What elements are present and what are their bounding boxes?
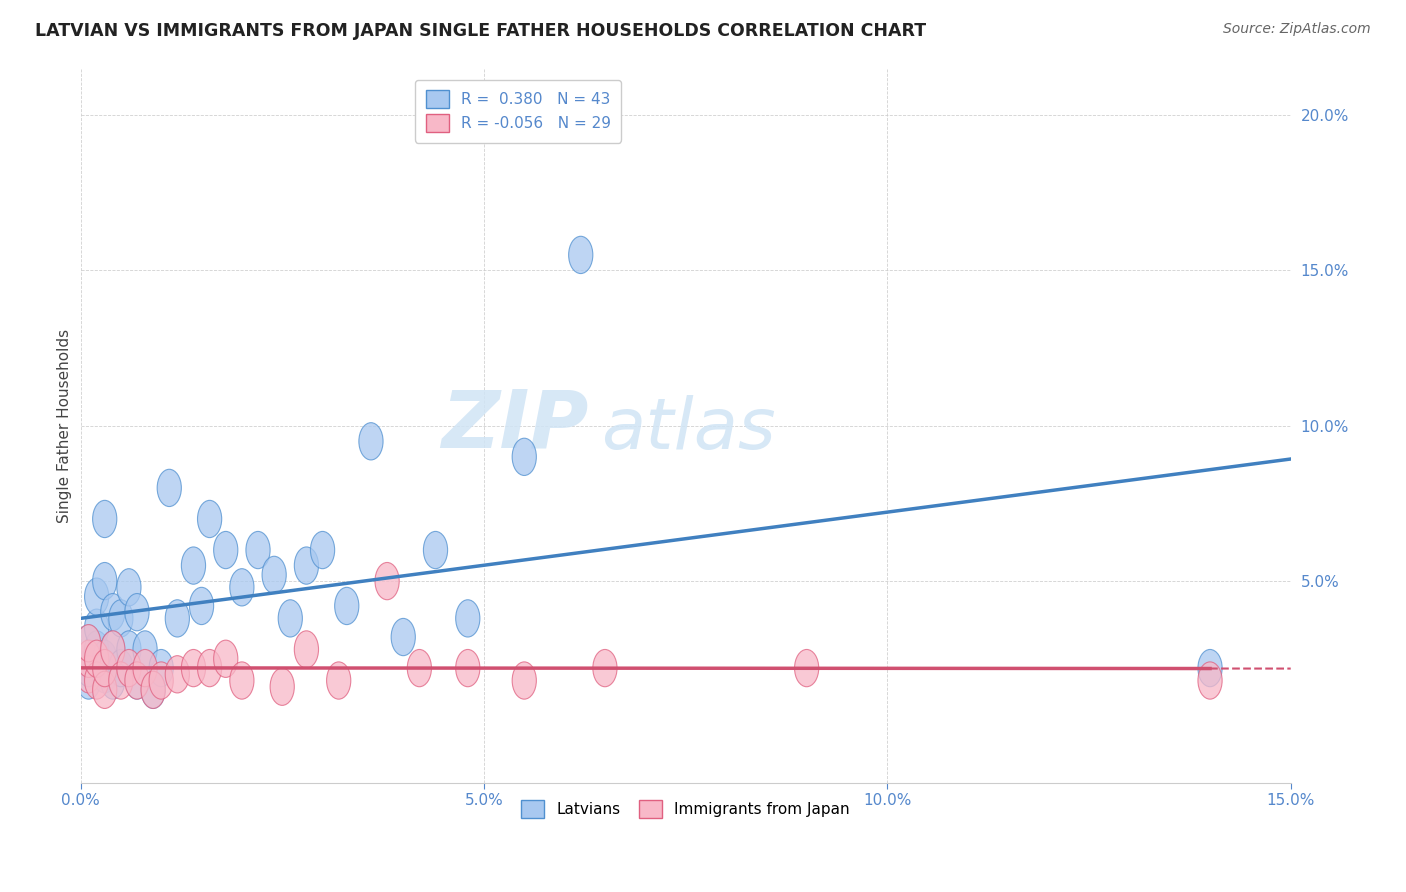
Ellipse shape xyxy=(84,640,108,677)
Ellipse shape xyxy=(108,649,134,687)
Ellipse shape xyxy=(181,649,205,687)
Ellipse shape xyxy=(76,624,101,662)
Ellipse shape xyxy=(117,569,141,606)
Ellipse shape xyxy=(101,631,125,668)
Ellipse shape xyxy=(93,640,117,677)
Ellipse shape xyxy=(84,631,108,668)
Ellipse shape xyxy=(311,532,335,569)
Ellipse shape xyxy=(76,624,101,662)
Ellipse shape xyxy=(262,557,287,593)
Ellipse shape xyxy=(141,671,166,708)
Ellipse shape xyxy=(84,609,108,647)
Ellipse shape xyxy=(197,500,222,538)
Ellipse shape xyxy=(101,662,125,699)
Ellipse shape xyxy=(214,640,238,677)
Ellipse shape xyxy=(335,587,359,624)
Ellipse shape xyxy=(229,662,254,699)
Ellipse shape xyxy=(359,423,382,460)
Ellipse shape xyxy=(117,649,141,687)
Ellipse shape xyxy=(326,662,350,699)
Ellipse shape xyxy=(84,578,108,615)
Ellipse shape xyxy=(408,649,432,687)
Ellipse shape xyxy=(375,563,399,599)
Ellipse shape xyxy=(270,668,294,706)
Text: ZIP: ZIP xyxy=(441,387,589,465)
Ellipse shape xyxy=(278,599,302,637)
Ellipse shape xyxy=(214,532,238,569)
Ellipse shape xyxy=(93,563,117,599)
Ellipse shape xyxy=(141,671,166,708)
Ellipse shape xyxy=(568,236,593,274)
Ellipse shape xyxy=(93,656,117,693)
Ellipse shape xyxy=(166,599,190,637)
Ellipse shape xyxy=(134,631,157,668)
Ellipse shape xyxy=(101,593,125,631)
Ellipse shape xyxy=(93,500,117,538)
Ellipse shape xyxy=(84,662,108,699)
Ellipse shape xyxy=(149,662,173,699)
Text: atlas: atlas xyxy=(600,395,776,464)
Ellipse shape xyxy=(512,438,536,475)
Ellipse shape xyxy=(181,547,205,584)
Ellipse shape xyxy=(1198,662,1222,699)
Text: Source: ZipAtlas.com: Source: ZipAtlas.com xyxy=(1223,22,1371,37)
Ellipse shape xyxy=(134,649,157,687)
Legend: Latvians, Immigrants from Japan: Latvians, Immigrants from Japan xyxy=(513,792,858,825)
Ellipse shape xyxy=(423,532,447,569)
Ellipse shape xyxy=(125,662,149,699)
Ellipse shape xyxy=(101,631,125,668)
Text: LATVIAN VS IMMIGRANTS FROM JAPAN SINGLE FATHER HOUSEHOLDS CORRELATION CHART: LATVIAN VS IMMIGRANTS FROM JAPAN SINGLE … xyxy=(35,22,927,40)
Ellipse shape xyxy=(593,649,617,687)
Ellipse shape xyxy=(229,569,254,606)
Ellipse shape xyxy=(84,640,108,677)
Ellipse shape xyxy=(93,671,117,708)
Ellipse shape xyxy=(76,640,101,677)
Y-axis label: Single Father Households: Single Father Households xyxy=(58,329,72,523)
Ellipse shape xyxy=(456,599,479,637)
Ellipse shape xyxy=(456,649,479,687)
Ellipse shape xyxy=(149,649,173,687)
Ellipse shape xyxy=(190,587,214,624)
Ellipse shape xyxy=(166,656,190,693)
Ellipse shape xyxy=(108,599,134,637)
Ellipse shape xyxy=(391,618,415,656)
Ellipse shape xyxy=(125,662,149,699)
Ellipse shape xyxy=(512,662,536,699)
Ellipse shape xyxy=(1198,649,1222,687)
Ellipse shape xyxy=(93,649,117,687)
Ellipse shape xyxy=(117,631,141,668)
Ellipse shape xyxy=(76,662,101,699)
Ellipse shape xyxy=(125,593,149,631)
Ellipse shape xyxy=(246,532,270,569)
Ellipse shape xyxy=(76,649,101,687)
Ellipse shape xyxy=(197,649,222,687)
Ellipse shape xyxy=(294,631,319,668)
Ellipse shape xyxy=(108,662,134,699)
Ellipse shape xyxy=(794,649,818,687)
Ellipse shape xyxy=(76,656,101,693)
Ellipse shape xyxy=(294,547,319,584)
Ellipse shape xyxy=(157,469,181,507)
